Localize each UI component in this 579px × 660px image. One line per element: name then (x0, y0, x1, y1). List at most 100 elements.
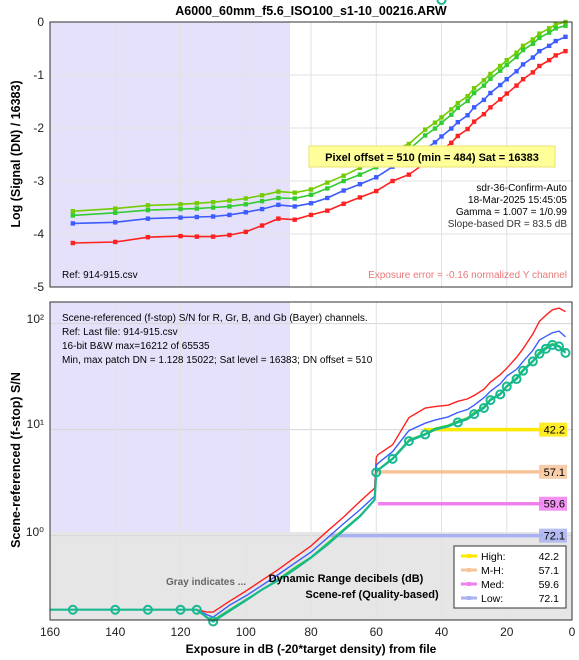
top-series-marker (520, 47, 526, 53)
bottom-ytick-label: 10¹ (27, 417, 44, 431)
top-series-marker (276, 216, 281, 221)
top-series-marker (292, 196, 297, 201)
top-series-marker (514, 69, 519, 74)
top-series-marker (520, 62, 526, 67)
top-yticks: 0 -1 -2 -3 -4 -5 (33, 15, 44, 294)
figure-title: A6000_60mm_f5.6_ISO100_s1-10_00216.ARW (175, 4, 447, 18)
top-series-marker (178, 202, 183, 207)
legend-swatch-marker (467, 582, 471, 586)
bottom-series-marker (511, 374, 522, 385)
top-series-marker (481, 83, 487, 88)
top-series-marker (308, 187, 314, 192)
bottom-series-marker (518, 365, 529, 376)
top-series-marker (357, 172, 363, 177)
top-series-marker (292, 217, 297, 222)
top-series-marker (406, 141, 412, 147)
legend-swatch-marker (467, 568, 471, 572)
bottom-series-marker (452, 417, 463, 428)
top-series-marker (471, 90, 477, 96)
bottom-series-marker (560, 347, 571, 358)
dr-threshold-lines (330, 427, 543, 538)
top-series-marker (530, 55, 536, 60)
top-series-marker (514, 83, 519, 88)
top-series-marker (145, 203, 151, 208)
top-series-marker (210, 214, 216, 219)
top-series-marker (481, 78, 487, 83)
x-tick-label: 120 (170, 625, 190, 639)
top-series-marker (546, 30, 552, 35)
top-ytick: -3 (33, 174, 44, 188)
top-series-marker (210, 200, 216, 205)
top-series-marker (449, 140, 454, 146)
top-series-marker (439, 115, 444, 120)
x-tick-label: 80 (304, 625, 318, 639)
top-info-line: sdr-36-Confirm-Auto (476, 183, 567, 194)
bottom-ytick-label: 10⁰ (26, 525, 44, 539)
pixel-offset-text: Pixel offset = 510 (min = 484) Sat = 163… (325, 152, 539, 164)
top-series-marker (563, 48, 568, 54)
top-series-marker (553, 22, 558, 27)
top-ytick: -2 (33, 121, 44, 135)
top-panel: 0 -1 -2 -3 -4 -5 Log (Signal (DN) / 1638… (9, 15, 573, 294)
top-series-marker (113, 206, 118, 211)
dr-marker-label: 72.1 (544, 531, 565, 543)
top-series-marker (357, 195, 363, 200)
top-info-line: Slope-based DR = 83.5 dB (448, 219, 568, 230)
bottom-series-marker (403, 436, 414, 447)
top-series-marker (194, 206, 200, 211)
dr-marker-bg (539, 496, 567, 511)
top-series-marker (471, 105, 477, 110)
top-series-marker (325, 180, 330, 185)
bottom-series-marker (485, 395, 496, 406)
top-series-marker (455, 133, 461, 139)
top-series-marker (498, 68, 503, 73)
x-tick-label: 160 (40, 625, 60, 639)
bottom-info-line: Scene-referenced (f-stop) S/N for R, Gr,… (62, 313, 368, 324)
top-ytick: -4 (33, 227, 44, 241)
top-series-marker (455, 119, 461, 125)
top-series-marker (325, 208, 330, 213)
legend-value: 72.1 (539, 593, 560, 605)
x-tick-label: 100 (236, 625, 256, 639)
bottom-ytick: 10¹ (27, 417, 44, 431)
top-series-marker (546, 57, 552, 63)
dr-legend: High: 42.2 M-H: 57.1 Med: 59.6 Low: 72.1 (453, 545, 567, 609)
top-series-marker (227, 212, 232, 218)
top-series-marker (514, 50, 519, 55)
top-series-marker (357, 181, 363, 187)
top-series-marker (70, 209, 76, 214)
top-series-marker (374, 175, 379, 180)
top-series-marker (374, 188, 379, 194)
bottom-series (50, 0, 571, 627)
top-series-marker (439, 120, 444, 125)
top-series-marker (553, 53, 558, 58)
top-series-marker (341, 188, 346, 193)
bottom-series-marker (67, 604, 78, 615)
top-series-marker (488, 105, 493, 110)
top-series-marker (432, 126, 438, 131)
top-series-marker (357, 165, 363, 170)
top-series-marker (259, 193, 265, 198)
legend-label: Low: (481, 593, 503, 605)
top-ytick: 0 (37, 15, 44, 29)
top-series-marker (308, 212, 314, 218)
top-series-marker (530, 70, 536, 75)
bottom-series-marker (501, 381, 512, 392)
dr-marker-label: 59.6 (544, 499, 565, 511)
top-series-marker (432, 120, 438, 125)
x-tick-label: 40 (435, 625, 449, 639)
top-series-marker (341, 201, 346, 206)
legend-items: High: 42.2 M-H: 57.1 Med: 59.6 Low: 72.1 (461, 551, 559, 605)
top-series-marker (455, 105, 461, 111)
top-series-marker (455, 100, 461, 106)
top-series-marker (520, 43, 526, 49)
top-series-marker (465, 94, 470, 99)
top-series-marker (210, 205, 216, 210)
top-series-marker (465, 126, 470, 132)
top-series-marker (504, 77, 509, 82)
dr-marker-label: 42.2 (544, 425, 565, 437)
top-series-marker (259, 223, 265, 228)
bottom-series-marker (191, 604, 202, 615)
top-series-marker (530, 41, 536, 46)
legend-value: 59.6 (539, 579, 560, 591)
